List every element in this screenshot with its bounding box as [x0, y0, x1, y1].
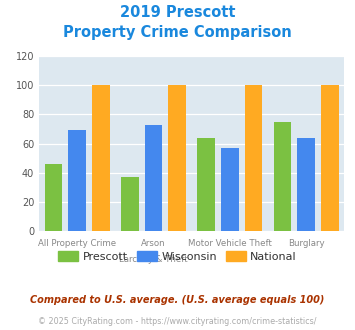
Text: Motor Vehicle Theft: Motor Vehicle Theft [188, 239, 272, 248]
Text: All Property Crime: All Property Crime [38, 239, 116, 248]
Bar [92, 85, 110, 231]
Bar [221, 148, 239, 231]
Text: Property Crime Comparison: Property Crime Comparison [63, 25, 292, 40]
Bar [121, 177, 139, 231]
Text: Arson: Arson [141, 239, 166, 248]
Bar [45, 164, 62, 231]
Bar [69, 130, 86, 231]
Bar [321, 85, 339, 231]
Bar [168, 85, 186, 231]
Bar [274, 122, 291, 231]
Bar [297, 138, 315, 231]
Legend: Prescott, Wisconsin, National: Prescott, Wisconsin, National [54, 247, 301, 267]
Text: © 2025 CityRating.com - https://www.cityrating.com/crime-statistics/: © 2025 CityRating.com - https://www.city… [38, 317, 317, 326]
Bar [145, 125, 162, 231]
Bar [197, 138, 215, 231]
Bar [245, 85, 262, 231]
Text: Compared to U.S. average. (U.S. average equals 100): Compared to U.S. average. (U.S. average … [30, 295, 325, 305]
Text: Larceny & Theft: Larceny & Theft [119, 255, 188, 264]
Text: Burglary: Burglary [288, 239, 324, 248]
Text: 2019 Prescott: 2019 Prescott [120, 5, 235, 20]
